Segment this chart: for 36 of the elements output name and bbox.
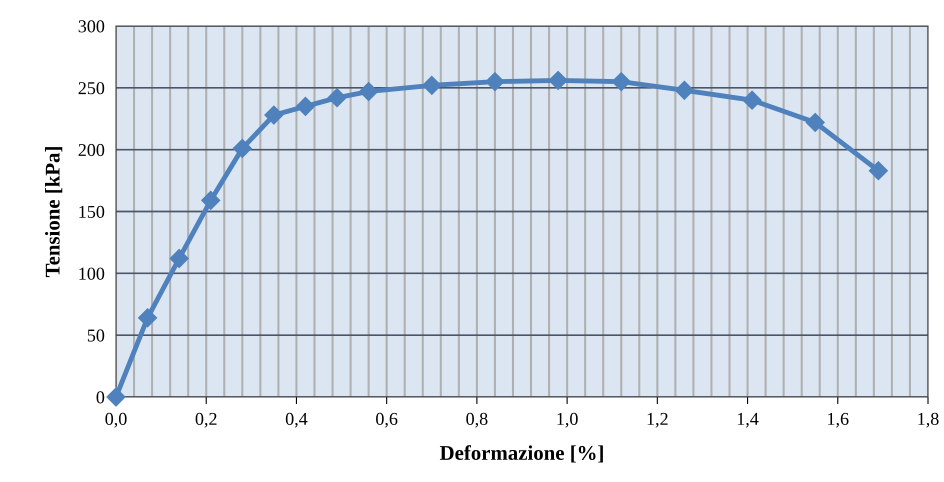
point <box>485 72 504 92</box>
y-tick-label: 100 <box>79 268 104 280</box>
x-tick-label: 0,4 <box>286 412 308 428</box>
y-axis-title: Tensione [kPa] <box>45 147 62 278</box>
point <box>742 90 762 110</box>
y-tick-label: 150 <box>79 206 104 218</box>
point <box>296 96 315 116</box>
point <box>328 88 347 108</box>
point <box>612 72 631 92</box>
y-tick-label: 250 <box>78 82 104 94</box>
x-tick-label: 1,8 <box>918 412 939 428</box>
y-tick-label: 300 <box>78 20 104 32</box>
x-axis-title: Deformazione [%] <box>440 445 603 463</box>
point <box>264 106 284 125</box>
x-tick-label: 0,2 <box>196 412 217 428</box>
x-tick-label: 1,0 <box>557 412 578 428</box>
point <box>548 70 568 90</box>
y-tick-label: 200 <box>78 144 104 156</box>
point <box>806 112 825 132</box>
x-tick-label: 0,0 <box>105 412 127 428</box>
x-tick-label: 1,4 <box>738 412 759 428</box>
point <box>106 387 126 407</box>
point <box>170 248 189 268</box>
point <box>138 308 158 328</box>
x-tick-label: 1,6 <box>828 412 849 428</box>
y-tick-label: 50 <box>88 329 104 342</box>
y-tick-label: 0 <box>96 391 104 404</box>
point <box>359 82 378 102</box>
x-tick-label: 0,8 <box>466 412 488 428</box>
x-tick-label: 0,6 <box>376 412 398 428</box>
point <box>674 80 694 100</box>
point <box>201 190 220 210</box>
point <box>232 138 252 158</box>
x-tick-label: 1,2 <box>648 412 668 428</box>
point <box>868 161 888 180</box>
point <box>422 76 442 95</box>
